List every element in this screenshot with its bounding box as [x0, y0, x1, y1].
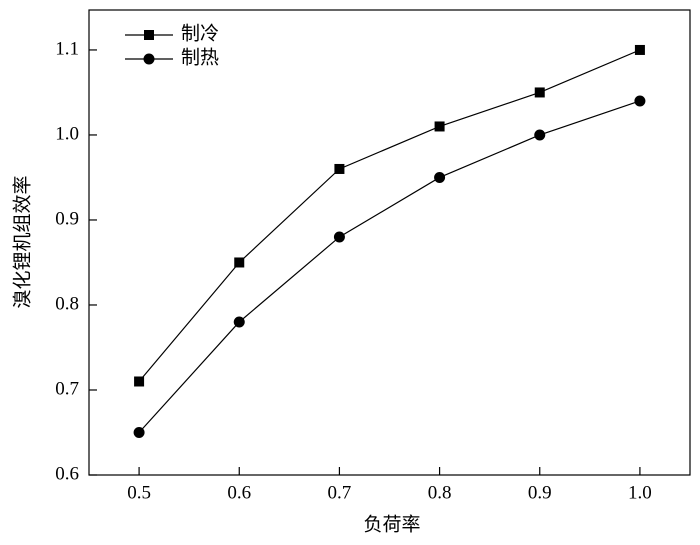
x-axis-label: 负荷率	[363, 513, 420, 535]
data-point	[634, 44, 645, 55]
y-tick-label: 0.6	[55, 463, 79, 484]
series-line	[138, 100, 641, 433]
x-tick-label: 0.7	[328, 482, 352, 503]
series-line	[138, 49, 641, 382]
data-point	[634, 95, 646, 107]
data-point	[333, 231, 345, 243]
plot-frame	[88, 9, 691, 476]
data-point	[334, 163, 345, 174]
data-point	[534, 87, 545, 98]
legend-label: 制冷	[181, 22, 219, 44]
x-tick-label: 0.5	[127, 482, 151, 503]
y-tick-label: 1.0	[55, 123, 79, 144]
y-axis-label: 溴化锂机组效率	[11, 175, 33, 308]
y-tick-label: 1.1	[55, 38, 79, 59]
y-tick-label: 0.7	[55, 378, 79, 399]
data-point	[434, 171, 446, 183]
legend-label: 制热	[181, 46, 219, 68]
data-point	[534, 129, 546, 141]
x-tick-label: 0.6	[227, 482, 251, 503]
data-point	[233, 316, 245, 328]
y-tick-label: 0.9	[55, 208, 79, 229]
x-tick-label: 0.8	[428, 482, 452, 503]
legend-marker	[144, 30, 154, 40]
y-tick-label: 0.8	[55, 293, 79, 314]
data-point	[133, 426, 145, 438]
data-point	[234, 257, 245, 268]
data-point	[134, 376, 145, 387]
legend-marker	[143, 53, 155, 65]
data-point	[434, 121, 445, 132]
x-tick-label: 0.9	[528, 482, 552, 503]
x-tick-label: 1.0	[628, 482, 652, 503]
